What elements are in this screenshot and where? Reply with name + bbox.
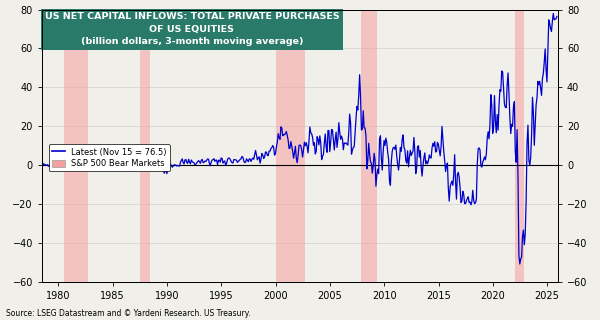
Text: Source: LSEG Datastream and © Yardeni Research. US Treasury.: Source: LSEG Datastream and © Yardeni Re… bbox=[6, 309, 251, 318]
Bar bbox=[64, 10, 88, 282]
Bar bbox=[140, 10, 149, 282]
Text: US NET CAPITAL INFLOWS: TOTAL PRIVATE PURCHASES
OF US EQUITIES
(billion dollars,: US NET CAPITAL INFLOWS: TOTAL PRIVATE PU… bbox=[44, 12, 339, 46]
Bar bbox=[361, 10, 377, 282]
Legend: Latest (Nov 15 = 76.5), S&P 500 Bear Markets: Latest (Nov 15 = 76.5), S&P 500 Bear Mar… bbox=[49, 144, 170, 172]
Bar bbox=[515, 10, 524, 282]
Bar bbox=[275, 10, 305, 282]
